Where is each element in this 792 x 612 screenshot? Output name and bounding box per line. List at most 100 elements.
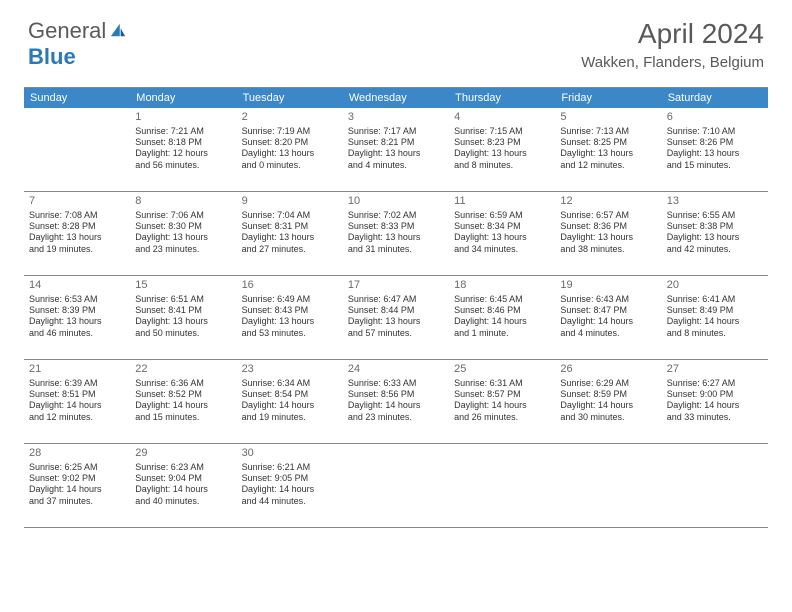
daylight-text-2: and 15 minutes. bbox=[135, 412, 231, 423]
day-number: 7 bbox=[29, 195, 125, 209]
sunrise-text: Sunrise: 6:39 AM bbox=[29, 378, 125, 389]
daylight-text-2: and 15 minutes. bbox=[667, 160, 763, 171]
day-cell: 8Sunrise: 7:06 AMSunset: 8:30 PMDaylight… bbox=[130, 192, 236, 275]
daylight-text-2: and 37 minutes. bbox=[29, 496, 125, 507]
location: Wakken, Flanders, Belgium bbox=[581, 54, 764, 71]
sunrise-text: Sunrise: 7:08 AM bbox=[29, 210, 125, 221]
day-cell: 30Sunrise: 6:21 AMSunset: 9:05 PMDayligh… bbox=[237, 444, 343, 527]
sunrise-text: Sunrise: 6:49 AM bbox=[242, 294, 338, 305]
daylight-text-1: Daylight: 14 hours bbox=[454, 400, 550, 411]
header: GeneralBlue April 2024 Wakken, Flanders,… bbox=[0, 0, 792, 79]
day-number: 9 bbox=[242, 195, 338, 209]
daylight-text-2: and 12 minutes. bbox=[29, 412, 125, 423]
week-row: 14Sunrise: 6:53 AMSunset: 8:39 PMDayligh… bbox=[24, 276, 768, 360]
daylight-text-2: and 50 minutes. bbox=[135, 328, 231, 339]
sunrise-text: Sunrise: 6:21 AM bbox=[242, 462, 338, 473]
day-number: 16 bbox=[242, 279, 338, 293]
sunrise-text: Sunrise: 7:19 AM bbox=[242, 126, 338, 137]
day-cell: 16Sunrise: 6:49 AMSunset: 8:43 PMDayligh… bbox=[237, 276, 343, 359]
day-cell: 5Sunrise: 7:13 AMSunset: 8:25 PMDaylight… bbox=[555, 108, 661, 191]
day-cell: 4Sunrise: 7:15 AMSunset: 8:23 PMDaylight… bbox=[449, 108, 555, 191]
month-title: April 2024 bbox=[581, 18, 764, 50]
sunset-text: Sunset: 8:26 PM bbox=[667, 137, 763, 148]
sunset-text: Sunset: 9:04 PM bbox=[135, 473, 231, 484]
daylight-text-2: and 19 minutes. bbox=[242, 412, 338, 423]
week-row: 7Sunrise: 7:08 AMSunset: 8:28 PMDaylight… bbox=[24, 192, 768, 276]
day-number: 27 bbox=[667, 363, 763, 377]
sunset-text: Sunset: 8:33 PM bbox=[348, 221, 444, 232]
sunrise-text: Sunrise: 6:47 AM bbox=[348, 294, 444, 305]
dayname-thursday: Thursday bbox=[449, 88, 555, 108]
day-cell: 12Sunrise: 6:57 AMSunset: 8:36 PMDayligh… bbox=[555, 192, 661, 275]
sunset-text: Sunset: 9:02 PM bbox=[29, 473, 125, 484]
daylight-text-2: and 1 minute. bbox=[454, 328, 550, 339]
daylight-text-2: and 46 minutes. bbox=[29, 328, 125, 339]
daylight-text-1: Daylight: 13 hours bbox=[242, 232, 338, 243]
dayname-saturday: Saturday bbox=[662, 88, 768, 108]
day-number: 18 bbox=[454, 279, 550, 293]
logo-text-blue: Blue bbox=[28, 44, 76, 69]
daylight-text-1: Daylight: 13 hours bbox=[348, 316, 444, 327]
sunset-text: Sunset: 8:41 PM bbox=[135, 305, 231, 316]
daylight-text-2: and 42 minutes. bbox=[667, 244, 763, 255]
sunrise-text: Sunrise: 6:33 AM bbox=[348, 378, 444, 389]
daylight-text-1: Daylight: 13 hours bbox=[29, 232, 125, 243]
daylight-text-1: Daylight: 14 hours bbox=[560, 316, 656, 327]
sunset-text: Sunset: 8:59 PM bbox=[560, 389, 656, 400]
logo-sail-icon bbox=[108, 18, 128, 44]
sunrise-text: Sunrise: 6:53 AM bbox=[29, 294, 125, 305]
empty-cell bbox=[24, 108, 130, 191]
sunrise-text: Sunrise: 7:15 AM bbox=[454, 126, 550, 137]
sunset-text: Sunset: 8:46 PM bbox=[454, 305, 550, 316]
daylight-text-2: and 30 minutes. bbox=[560, 412, 656, 423]
sunrise-text: Sunrise: 6:41 AM bbox=[667, 294, 763, 305]
daylight-text-2: and 4 minutes. bbox=[348, 160, 444, 171]
sunset-text: Sunset: 8:39 PM bbox=[29, 305, 125, 316]
day-cell: 11Sunrise: 6:59 AMSunset: 8:34 PMDayligh… bbox=[449, 192, 555, 275]
day-cell: 1Sunrise: 7:21 AMSunset: 8:18 PMDaylight… bbox=[130, 108, 236, 191]
day-number: 11 bbox=[454, 195, 550, 209]
day-number: 1 bbox=[135, 111, 231, 125]
day-number: 23 bbox=[242, 363, 338, 377]
sunset-text: Sunset: 8:49 PM bbox=[667, 305, 763, 316]
daylight-text-2: and 23 minutes. bbox=[348, 412, 444, 423]
week-row: 1Sunrise: 7:21 AMSunset: 8:18 PMDaylight… bbox=[24, 108, 768, 192]
day-number: 4 bbox=[454, 111, 550, 125]
sunrise-text: Sunrise: 7:02 AM bbox=[348, 210, 444, 221]
day-number: 29 bbox=[135, 447, 231, 461]
day-number: 24 bbox=[348, 363, 444, 377]
sunrise-text: Sunrise: 6:36 AM bbox=[135, 378, 231, 389]
sunrise-text: Sunrise: 7:17 AM bbox=[348, 126, 444, 137]
day-cell: 2Sunrise: 7:19 AMSunset: 8:20 PMDaylight… bbox=[237, 108, 343, 191]
sunset-text: Sunset: 8:54 PM bbox=[242, 389, 338, 400]
sunset-text: Sunset: 8:52 PM bbox=[135, 389, 231, 400]
day-number: 22 bbox=[135, 363, 231, 377]
dayname-monday: Monday bbox=[130, 88, 236, 108]
sunrise-text: Sunrise: 6:27 AM bbox=[667, 378, 763, 389]
sunrise-text: Sunrise: 7:13 AM bbox=[560, 126, 656, 137]
day-number: 13 bbox=[667, 195, 763, 209]
sunset-text: Sunset: 8:57 PM bbox=[454, 389, 550, 400]
day-number: 12 bbox=[560, 195, 656, 209]
daylight-text-2: and 44 minutes. bbox=[242, 496, 338, 507]
daylight-text-2: and 40 minutes. bbox=[135, 496, 231, 507]
sunset-text: Sunset: 8:51 PM bbox=[29, 389, 125, 400]
day-cell: 21Sunrise: 6:39 AMSunset: 8:51 PMDayligh… bbox=[24, 360, 130, 443]
weeks-container: 1Sunrise: 7:21 AMSunset: 8:18 PMDaylight… bbox=[24, 108, 768, 528]
daylight-text-2: and 31 minutes. bbox=[348, 244, 444, 255]
day-cell: 25Sunrise: 6:31 AMSunset: 8:57 PMDayligh… bbox=[449, 360, 555, 443]
sunrise-text: Sunrise: 6:55 AM bbox=[667, 210, 763, 221]
daylight-text-1: Daylight: 14 hours bbox=[348, 400, 444, 411]
daylight-text-2: and 8 minutes. bbox=[454, 160, 550, 171]
sunset-text: Sunset: 8:30 PM bbox=[135, 221, 231, 232]
daylight-text-2: and 0 minutes. bbox=[242, 160, 338, 171]
sunrise-text: Sunrise: 6:45 AM bbox=[454, 294, 550, 305]
sunrise-text: Sunrise: 7:21 AM bbox=[135, 126, 231, 137]
day-cell: 26Sunrise: 6:29 AMSunset: 8:59 PMDayligh… bbox=[555, 360, 661, 443]
daylight-text-1: Daylight: 13 hours bbox=[242, 148, 338, 159]
daylight-text-2: and 4 minutes. bbox=[560, 328, 656, 339]
day-number: 17 bbox=[348, 279, 444, 293]
sunrise-text: Sunrise: 6:34 AM bbox=[242, 378, 338, 389]
daylight-text-1: Daylight: 13 hours bbox=[454, 232, 550, 243]
daylight-text-1: Daylight: 13 hours bbox=[454, 148, 550, 159]
